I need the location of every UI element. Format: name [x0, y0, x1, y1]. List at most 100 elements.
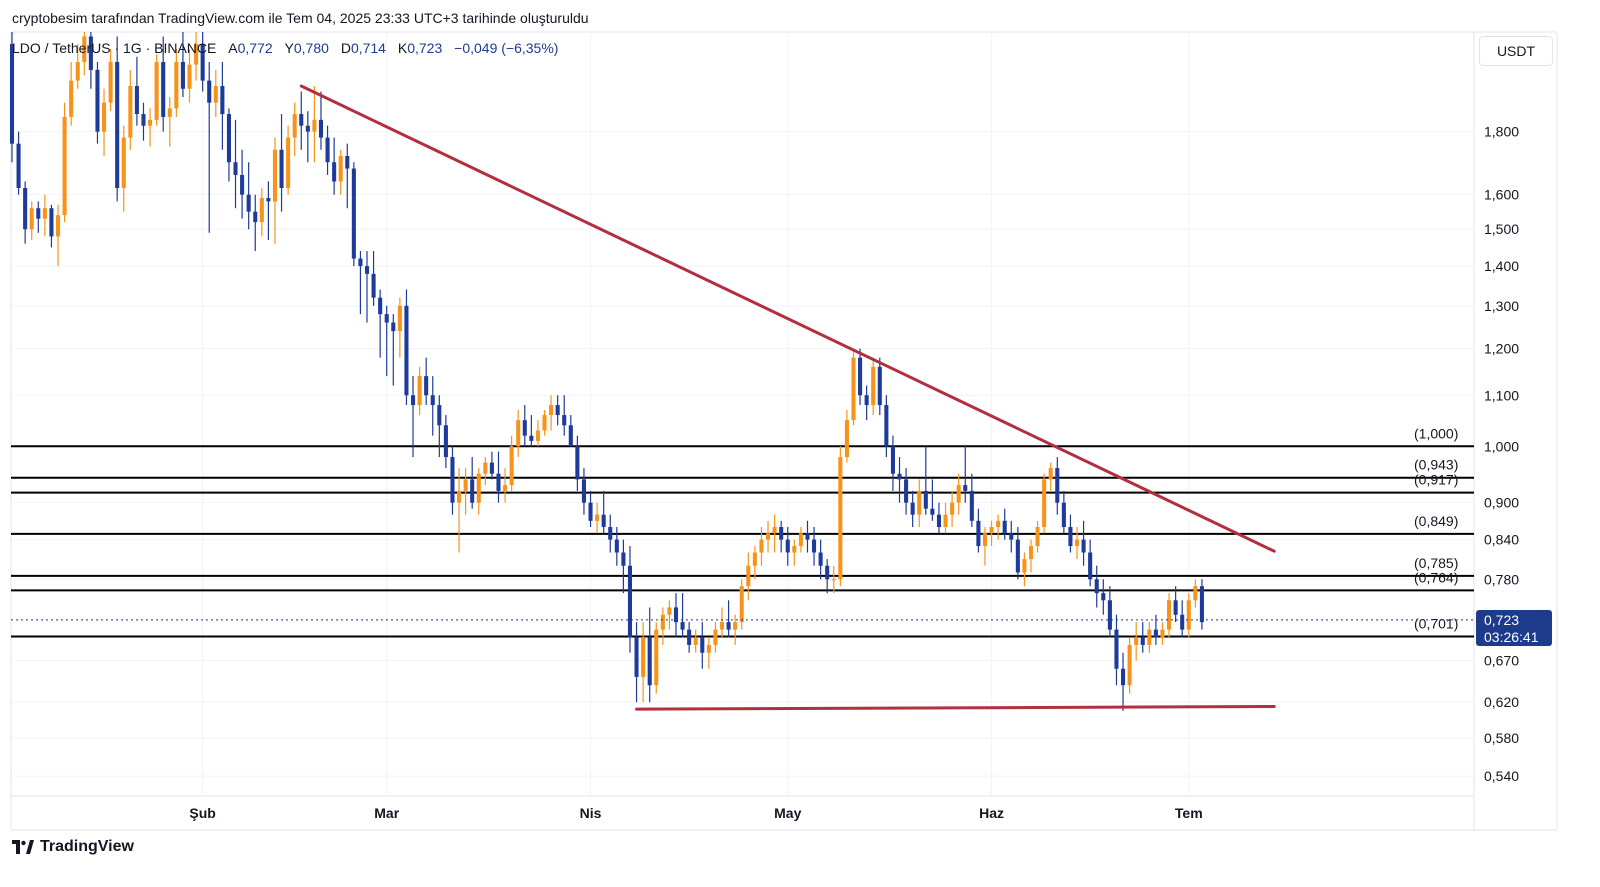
candle-body: [673, 607, 679, 623]
candle-body: [200, 44, 205, 81]
trendlines[interactable]: [299, 84, 1276, 711]
candle: [1055, 457, 1060, 515]
candle-body: [88, 36, 93, 70]
tradingview-logo[interactable]: TradingView: [12, 838, 134, 856]
candle-body: [1015, 539, 1020, 573]
candle: [831, 565, 836, 594]
candle-body: [246, 194, 251, 212]
price-tick-label: 0,580: [1484, 730, 1519, 746]
candle: [936, 502, 941, 534]
candle: [404, 289, 409, 406]
candle: [108, 49, 113, 112]
time-tick-label: Nis: [580, 805, 602, 821]
candle: [700, 622, 705, 669]
candle-body: [496, 473, 501, 491]
candle: [483, 457, 488, 486]
chart-frame: [10, 31, 1558, 831]
candle-body: [641, 637, 646, 677]
candle: [115, 36, 120, 202]
candle-body: [391, 322, 396, 332]
candle: [82, 32, 87, 76]
candle-body: [838, 457, 843, 580]
candle-body: [417, 376, 422, 406]
candle: [457, 468, 462, 553]
fib-level-label: (0,917): [1414, 472, 1458, 488]
candle-body: [1147, 629, 1152, 645]
currency-button[interactable]: USDT: [1479, 36, 1553, 66]
candle-body: [430, 395, 435, 406]
candle: [9, 32, 15, 163]
candle: [1160, 622, 1165, 645]
candle: [489, 451, 494, 480]
price-tick-label: 1,800: [1484, 124, 1519, 140]
candle-body: [1153, 629, 1158, 638]
candle-body: [614, 539, 619, 553]
close-label: K: [397, 40, 408, 56]
candle-body: [1094, 579, 1099, 594]
candle: [62, 102, 67, 223]
candle-body: [654, 629, 659, 686]
candle-body: [706, 644, 711, 653]
trendline[interactable]: [299, 84, 1276, 553]
candle-body: [1160, 629, 1165, 638]
fib-level-label: (0,764): [1414, 569, 1458, 585]
candle-body: [404, 305, 409, 396]
candle-body: [798, 533, 803, 547]
candle: [542, 410, 547, 436]
candle-body: [213, 86, 218, 103]
candle-body: [240, 174, 245, 195]
candle-body: [148, 119, 153, 126]
candle-body: [299, 114, 304, 126]
candle: [772, 514, 777, 553]
candle-body: [1055, 468, 1060, 503]
candle-body: [194, 44, 199, 65]
candle-body: [483, 462, 488, 474]
candle-body: [23, 188, 28, 230]
candle-body: [746, 565, 751, 587]
candle-body: [1180, 614, 1185, 630]
candle: [825, 559, 830, 594]
bar-countdown: 03:26:41: [1484, 628, 1539, 645]
brand-name: TradingView: [40, 838, 134, 855]
candle: [851, 348, 856, 426]
candle: [785, 527, 790, 566]
candle: [634, 622, 639, 703]
candle: [141, 102, 146, 141]
candle-body: [286, 137, 291, 189]
candle: [55, 204, 61, 267]
candle: [680, 593, 685, 638]
candle-body: [351, 168, 356, 259]
candle-body: [555, 405, 560, 416]
candle: [121, 125, 126, 212]
candle-body: [364, 266, 370, 274]
symbol-label[interactable]: LDO / TetherUS · 1G · BINANCE: [12, 40, 217, 56]
fib-level-label: (0,785): [1414, 555, 1458, 571]
candle-body: [154, 62, 159, 120]
trendline[interactable]: [635, 705, 1276, 711]
candle: [627, 546, 633, 653]
candle: [450, 446, 455, 515]
candle-body: [450, 457, 455, 503]
candle: [535, 420, 540, 447]
candle-body: [128, 86, 133, 138]
candle: [614, 527, 619, 566]
candle: [272, 137, 278, 244]
price-axis[interactable]: 1,800 1,600 1,500 1,400 1,300 1,200 1,100 1,000…: [1484, 124, 1519, 785]
candle: [1094, 565, 1099, 608]
candle-body: [187, 64, 192, 89]
candle: [798, 527, 803, 553]
candle: [647, 607, 652, 703]
candle-body: [963, 485, 968, 491]
candle-body: [785, 539, 790, 553]
candle-body: [253, 211, 258, 223]
candle: [1068, 514, 1073, 553]
candle: [943, 502, 948, 534]
candle: [240, 149, 245, 219]
time-axis[interactable]: Şub Mar Nis May Haz Tem: [189, 805, 1202, 821]
candle: [562, 395, 567, 436]
candle-body: [647, 637, 652, 686]
candle: [706, 637, 711, 669]
candle: [279, 114, 284, 212]
candle: [1153, 614, 1158, 645]
